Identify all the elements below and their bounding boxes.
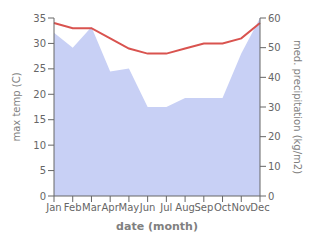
- svg-text:20: 20: [268, 131, 281, 142]
- svg-text:max temp (C): max temp (C): [11, 72, 22, 141]
- svg-text:0: 0: [40, 191, 46, 202]
- svg-text:0: 0: [268, 191, 274, 202]
- svg-text:30: 30: [268, 102, 281, 113]
- svg-text:Jul: Jul: [159, 202, 172, 213]
- svg-text:Dec: Dec: [250, 202, 269, 213]
- svg-text:med. precipitation (kg/m2): med. precipitation (kg/m2): [292, 40, 303, 174]
- svg-text:10: 10: [268, 161, 281, 172]
- svg-text:50: 50: [268, 42, 281, 53]
- svg-text:Feb: Feb: [64, 202, 82, 213]
- svg-text:Nov: Nov: [232, 202, 252, 213]
- svg-text:35: 35: [33, 13, 46, 24]
- svg-text:25: 25: [33, 63, 46, 74]
- svg-text:Mar: Mar: [82, 202, 102, 213]
- svg-text:10: 10: [33, 140, 46, 151]
- svg-text:Jun: Jun: [139, 202, 156, 213]
- svg-text:Oct: Oct: [214, 202, 231, 213]
- svg-text:5: 5: [40, 165, 46, 176]
- svg-text:20: 20: [33, 89, 46, 100]
- svg-text:40: 40: [268, 72, 281, 83]
- svg-text:60: 60: [268, 13, 281, 24]
- svg-text:15: 15: [33, 114, 46, 125]
- svg-text:Jan: Jan: [45, 202, 61, 213]
- svg-text:Sep: Sep: [194, 202, 213, 213]
- svg-text:date (month): date (month): [116, 220, 198, 233]
- svg-text:Aug: Aug: [175, 202, 195, 213]
- svg-text:Apr: Apr: [102, 202, 120, 213]
- svg-text:30: 30: [33, 38, 46, 49]
- svg-text:May: May: [119, 202, 140, 213]
